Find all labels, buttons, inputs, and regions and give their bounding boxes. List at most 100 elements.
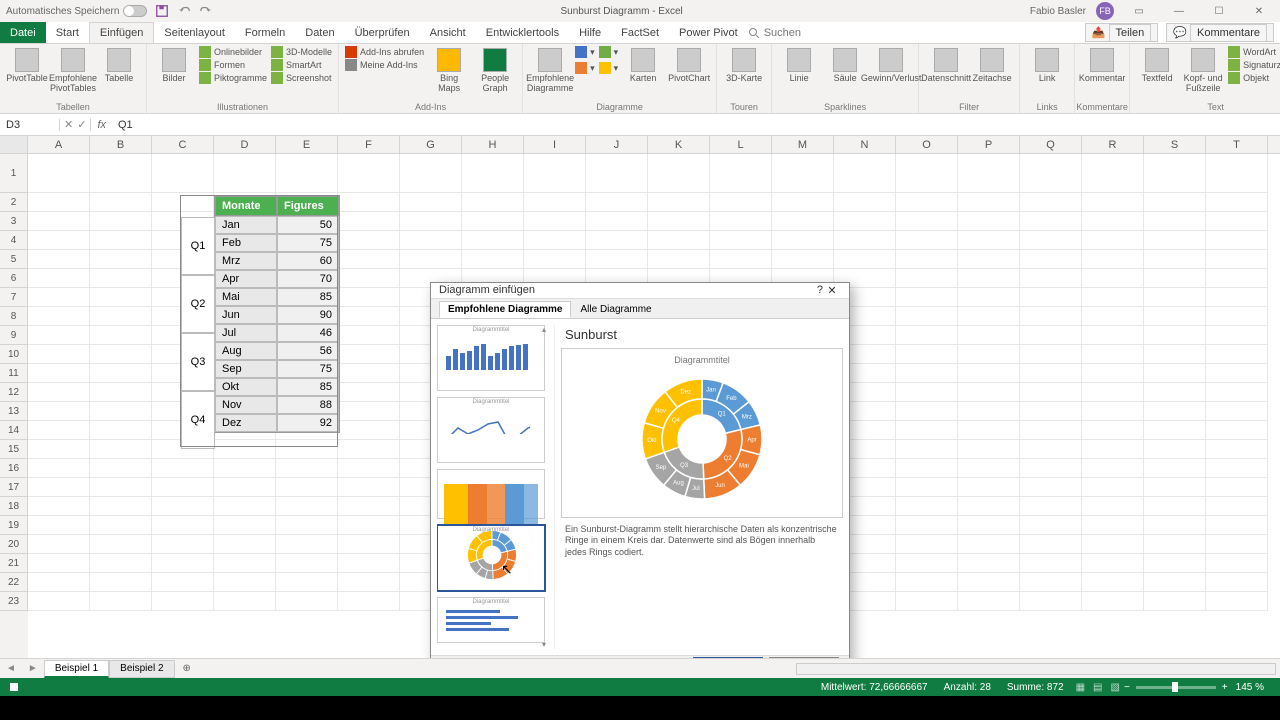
cancel-formula-icon[interactable]: ✕ (64, 118, 73, 131)
col-header[interactable]: S (1144, 136, 1206, 153)
col-header[interactable]: O (896, 136, 958, 153)
signature-button[interactable]: Signaturzeile (1228, 59, 1280, 71)
cell[interactable] (1206, 193, 1268, 212)
undo-icon[interactable] (177, 4, 191, 18)
cell[interactable] (152, 573, 214, 592)
cell[interactable] (1144, 269, 1206, 288)
sparkline-column-button[interactable]: Säule (824, 46, 866, 84)
textbox-button[interactable]: Textfeld (1136, 46, 1178, 84)
cell[interactable] (958, 288, 1020, 307)
col-header[interactable]: G (400, 136, 462, 153)
cell[interactable] (586, 231, 648, 250)
cell[interactable] (1082, 212, 1144, 231)
cell[interactable] (28, 592, 90, 611)
cell[interactable] (462, 193, 524, 212)
cell[interactable] (276, 573, 338, 592)
cell[interactable] (1144, 345, 1206, 364)
cell[interactable] (1082, 459, 1144, 478)
table-button[interactable]: Tabelle (98, 46, 140, 84)
cell[interactable] (586, 212, 648, 231)
cell[interactable] (1020, 402, 1082, 421)
row-header[interactable]: 13 (0, 402, 28, 421)
table-cell[interactable]: Nov (215, 396, 277, 414)
cell[interactable] (90, 307, 152, 326)
table-cell[interactable]: Aug (215, 342, 277, 360)
col-header[interactable]: Q (1020, 136, 1082, 153)
cell[interactable] (1020, 288, 1082, 307)
tab-überprüfen[interactable]: Überprüfen (345, 22, 420, 43)
quarter-cell[interactable]: Q1 (181, 217, 215, 275)
cell[interactable] (896, 497, 958, 516)
cell[interactable] (1144, 326, 1206, 345)
cell[interactable] (338, 421, 400, 440)
cell[interactable] (28, 402, 90, 421)
thumbnail-bar[interactable]: Diagrammtitel (437, 597, 545, 643)
sheet-nav-prev-icon[interactable]: ◄ (0, 663, 22, 674)
cell[interactable] (28, 535, 90, 554)
recommended-pivot-button[interactable]: Empfohlene PivotTables (52, 46, 94, 94)
row-header[interactable]: 5 (0, 250, 28, 269)
cell[interactable] (90, 535, 152, 554)
cell[interactable] (1082, 573, 1144, 592)
cell[interactable] (1082, 250, 1144, 269)
sparkline-winloss-button[interactable]: Gewinn/Verlust (870, 46, 912, 84)
table-cell[interactable]: Mrz (215, 252, 277, 270)
cell[interactable] (152, 592, 214, 611)
cell[interactable] (1082, 364, 1144, 383)
cell[interactable] (152, 516, 214, 535)
cell[interactable] (896, 516, 958, 535)
row-header[interactable]: 12 (0, 383, 28, 402)
row-header[interactable]: 17 (0, 478, 28, 497)
cell[interactable] (1144, 288, 1206, 307)
cell[interactable] (710, 212, 772, 231)
cell[interactable] (338, 516, 400, 535)
view-layout-icon[interactable]: ▤ (1089, 682, 1106, 693)
table-cell[interactable]: 75 (277, 234, 339, 252)
cell[interactable] (1020, 250, 1082, 269)
cell[interactable] (1082, 478, 1144, 497)
cell[interactable] (1206, 440, 1268, 459)
cell[interactable] (28, 345, 90, 364)
cell[interactable] (152, 535, 214, 554)
cell[interactable] (586, 250, 648, 269)
col-header[interactable]: H (462, 136, 524, 153)
cell[interactable] (338, 231, 400, 250)
cell[interactable] (710, 250, 772, 269)
tab-factset[interactable]: FactSet (611, 22, 669, 43)
cell[interactable] (338, 573, 400, 592)
cell[interactable] (1206, 516, 1268, 535)
view-normal-icon[interactable]: ▦ (1072, 682, 1089, 693)
scroll-down-icon[interactable]: ▾ (542, 640, 554, 649)
cell[interactable] (834, 231, 896, 250)
table-cell[interactable]: Jun (215, 306, 277, 324)
cell[interactable] (28, 421, 90, 440)
wordart-button[interactable]: WordArt (1228, 46, 1280, 58)
cell[interactable] (896, 345, 958, 364)
zoom-slider[interactable] (1136, 686, 1216, 689)
cell[interactable] (958, 250, 1020, 269)
cell[interactable] (896, 478, 958, 497)
icons-button[interactable]: Piktogramme (199, 72, 267, 84)
my-addins-button[interactable]: Meine Add-Ins (345, 59, 424, 71)
cell[interactable] (1082, 288, 1144, 307)
cell[interactable] (90, 212, 152, 231)
zoom-level[interactable]: 145 % (1228, 682, 1272, 693)
row-header[interactable]: 20 (0, 535, 28, 554)
cell[interactable] (1206, 497, 1268, 516)
cell[interactable] (896, 573, 958, 592)
table-cell[interactable]: Feb (215, 234, 277, 252)
table-cell[interactable]: Okt (215, 378, 277, 396)
cell[interactable] (1144, 459, 1206, 478)
cell[interactable] (1144, 383, 1206, 402)
cell[interactable] (1206, 402, 1268, 421)
online-pictures-button[interactable]: Onlinebilder (199, 46, 267, 58)
cell[interactable] (214, 592, 276, 611)
cell[interactable] (896, 288, 958, 307)
cell[interactable] (214, 154, 276, 193)
cell[interactable] (1082, 231, 1144, 250)
cell[interactable] (276, 554, 338, 573)
cell[interactable] (338, 193, 400, 212)
cell[interactable] (586, 154, 648, 193)
cell[interactable] (28, 212, 90, 231)
row-header[interactable]: 18 (0, 497, 28, 516)
